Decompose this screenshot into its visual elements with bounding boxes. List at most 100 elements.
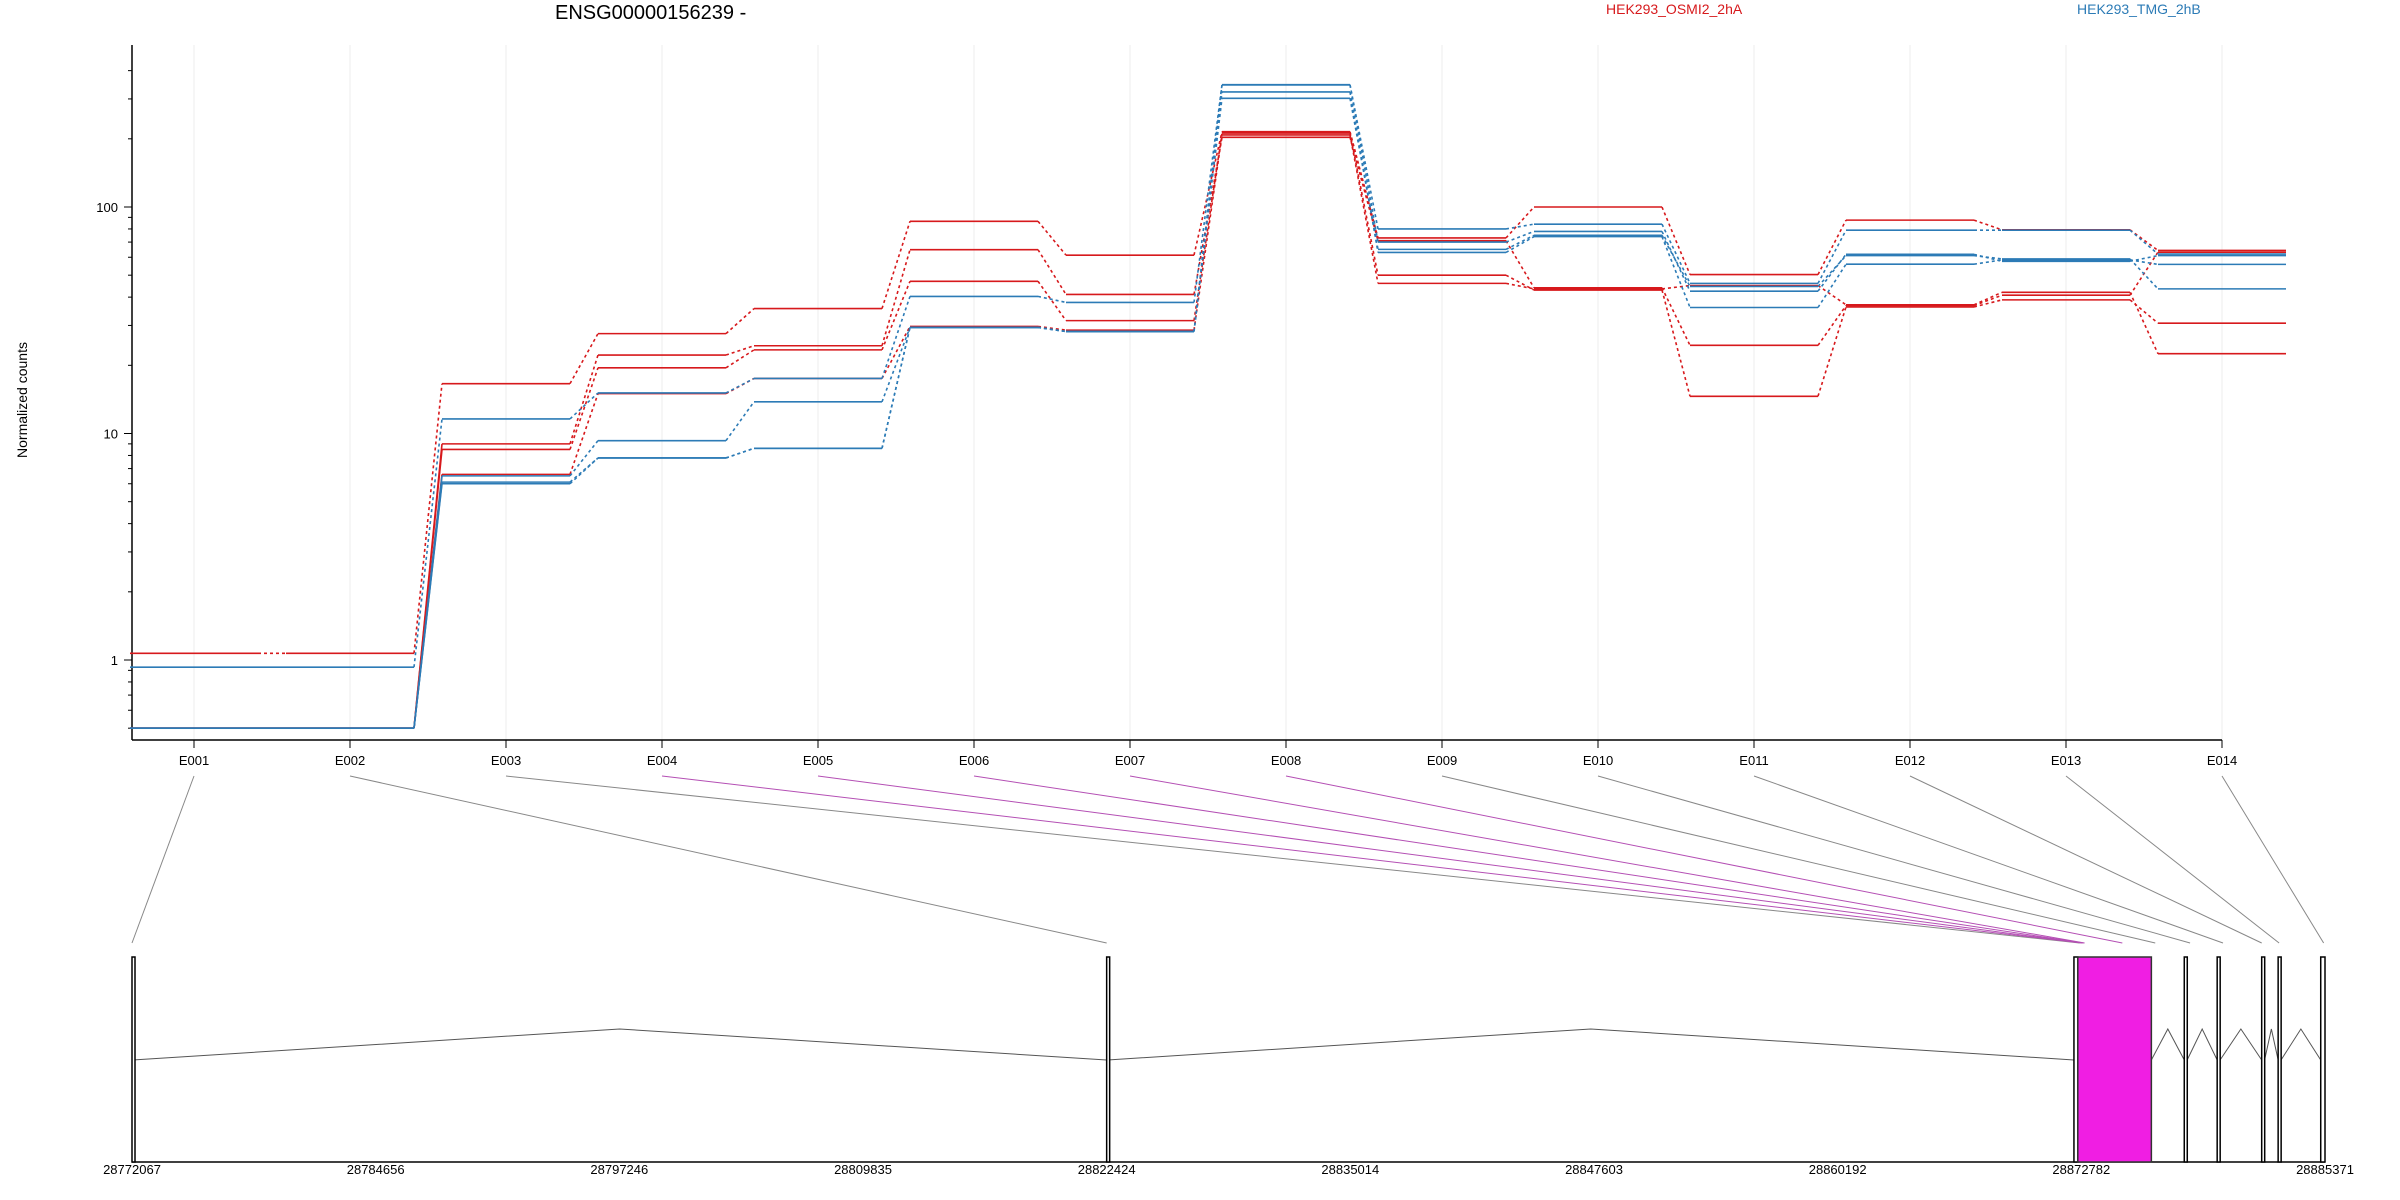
exon-link: [131, 775, 195, 944]
x-tick-label: E007: [1115, 753, 1145, 768]
series-connector: [1349, 98, 1379, 250]
exon-box: [2260, 956, 2266, 1163]
series-connector: [1817, 263, 1847, 308]
exon-box-highlighted: [2077, 956, 2153, 1163]
intron-line: [2150, 1027, 2185, 1061]
x-tick-label: E003: [491, 753, 521, 768]
exon-link: [1909, 775, 2262, 944]
series-connector: [1817, 305, 1847, 346]
legend-entry-osmi2: HEK293_OSMI2_2hA: [1606, 1, 1743, 17]
x-tick-label: E011: [1739, 753, 1768, 768]
x-tick-label: E002: [335, 753, 365, 768]
series-connector: [1661, 236, 1691, 308]
series-connector: [569, 367, 599, 450]
series-connector: [881, 326, 911, 379]
series-connector: [881, 249, 911, 346]
exon-link-highlighted: [661, 775, 2082, 944]
series-connector: [1505, 206, 1535, 239]
series-connector: [2129, 229, 2159, 252]
series-connector: [881, 296, 911, 379]
gene-tick-label: 28860192: [1809, 1162, 1867, 1177]
series-layer: [130, 83, 2286, 729]
series-connector: [725, 377, 755, 394]
series-connector: [1037, 295, 1067, 304]
series-connector: [725, 401, 755, 442]
y-tick-label: 10: [104, 427, 118, 442]
series-connector: [1973, 294, 2003, 307]
series-connector: [725, 349, 755, 369]
series-connector: [881, 327, 911, 403]
series-2: [130, 132, 2286, 729]
gene-tick-label: 28784656: [347, 1162, 405, 1177]
series-connector: [1505, 234, 1535, 251]
gene-tick-label: 28797246: [590, 1162, 648, 1177]
series-connector: [881, 280, 911, 351]
series-connector: [1037, 326, 1067, 333]
series-connector: [413, 418, 443, 668]
series-connector: [2129, 229, 2159, 255]
intron-line: [2186, 1027, 2218, 1061]
series-connector: [1037, 249, 1067, 295]
series-connector: [1505, 240, 1535, 289]
gene-model: 28772067 28784656 28797246 28809835 28822424…: [103, 956, 2354, 1177]
series-connector: [725, 344, 755, 356]
series-1: [130, 136, 2286, 729]
intron-line: [132, 1028, 1107, 1061]
series-connector: [1973, 219, 2003, 231]
x-tick-label: E008: [1271, 753, 1301, 768]
series-connector: [2129, 299, 2159, 324]
exon-box: [2216, 956, 2221, 1163]
gene-tick-label: 28885371: [2296, 1162, 2354, 1177]
series-connector: [1661, 287, 1691, 346]
series-connector: [2129, 254, 2159, 263]
axes: 1 10 100 E001 E002 E003 E004 E005 E006 E007 E008 E0…: [96, 45, 2237, 768]
exon-link: [2065, 775, 2280, 944]
gene-tick-label: 28847603: [1565, 1162, 1623, 1177]
series-connector: [1037, 280, 1067, 322]
exon-link-highlighted: [1129, 775, 2085, 944]
series-connector: [1661, 206, 1691, 275]
series-connector: [1505, 230, 1535, 243]
series-connector: [1817, 255, 1847, 287]
exon-box: [2183, 956, 2189, 1163]
series-7: [130, 97, 2286, 729]
series-connector: [881, 327, 911, 449]
series-0: [130, 130, 2286, 655]
exon-link: [349, 775, 1107, 944]
series-connector: [1505, 274, 1535, 291]
grid-lines: [193, 45, 2223, 740]
series-connector: [569, 393, 599, 475]
x-tick-label: E005: [803, 753, 833, 768]
intron-line: [2264, 1028, 2279, 1061]
exon-link-lines: [131, 775, 2325, 944]
series-connector: [569, 392, 599, 420]
gene-tick-label: 28822424: [1078, 1162, 1136, 1177]
exon-link: [505, 775, 2080, 944]
series-connector: [1817, 229, 1847, 284]
exon-box: [2277, 956, 2282, 1163]
intron-line: [1107, 1028, 2074, 1061]
y-tick-label: 100: [96, 200, 118, 215]
series-connector: [1973, 259, 2003, 266]
exon-link-highlighted: [1285, 775, 2123, 944]
gene-tick-label: 28772067: [103, 1162, 161, 1177]
series-connector: [1037, 325, 1067, 331]
series-4: [130, 83, 2286, 668]
series-connector: [1973, 254, 2003, 260]
legend-entry-tmg: HEK293_TMG_2hB: [2077, 1, 2201, 17]
x-tick-label: E012: [1895, 753, 1925, 768]
gene-tick-label: 28835014: [1321, 1162, 1379, 1177]
series-connector: [1973, 299, 2003, 308]
series-connector: [725, 447, 755, 459]
series-connector: [1661, 223, 1691, 284]
x-tick-label: E004: [647, 753, 677, 768]
exon-link: [1753, 775, 2224, 944]
series-connector: [1037, 220, 1067, 256]
series-connector: [1505, 235, 1535, 254]
series-connector: [2129, 292, 2159, 355]
series-connector: [1349, 84, 1379, 243]
series-connector: [1349, 132, 1379, 276]
series-connector: [1661, 289, 1691, 397]
series-connector: [1505, 282, 1535, 290]
